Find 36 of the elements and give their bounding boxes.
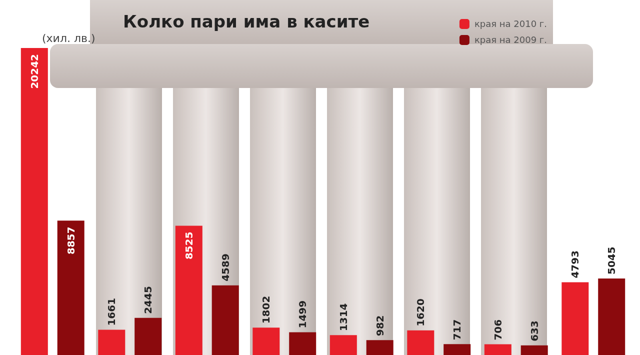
data-label: 1802	[260, 296, 272, 324]
data-label: 1499	[297, 300, 308, 328]
data-label: 4793	[570, 250, 581, 278]
data-label: 8857	[65, 226, 76, 255]
data-label: 1620	[415, 298, 426, 326]
data-label: 20242	[28, 54, 40, 89]
y-axis-title: (хил. лв.)	[42, 32, 96, 45]
data-label: 4589	[220, 254, 231, 282]
bar	[175, 226, 202, 355]
bar	[20, 48, 48, 355]
data-label: 1661	[106, 298, 118, 326]
bar	[134, 318, 162, 355]
bar	[407, 330, 434, 355]
data-label: 717	[452, 319, 463, 340]
bar	[520, 345, 548, 355]
bar	[289, 332, 316, 355]
bar	[366, 340, 394, 355]
bar	[330, 335, 357, 355]
data-label: 5045	[606, 246, 618, 274]
data-label: 8525	[183, 232, 194, 260]
legend-label: края на 2009 г.	[474, 35, 548, 45]
bar	[562, 282, 589, 355]
bar	[444, 344, 471, 355]
bar	[598, 278, 626, 355]
bar	[484, 344, 512, 355]
data-label: 2445	[142, 286, 154, 314]
data-label: 633	[528, 320, 540, 342]
data-label: 706	[492, 319, 504, 340]
data-label: 1314	[338, 303, 349, 332]
bar	[98, 330, 126, 355]
data-label: 982	[374, 315, 386, 336]
legend-label: края на 2010 г.	[474, 19, 548, 29]
bar	[57, 220, 84, 355]
bar	[212, 285, 239, 355]
chart-title: Колко пари има в касите	[123, 12, 370, 32]
bar	[252, 328, 280, 355]
